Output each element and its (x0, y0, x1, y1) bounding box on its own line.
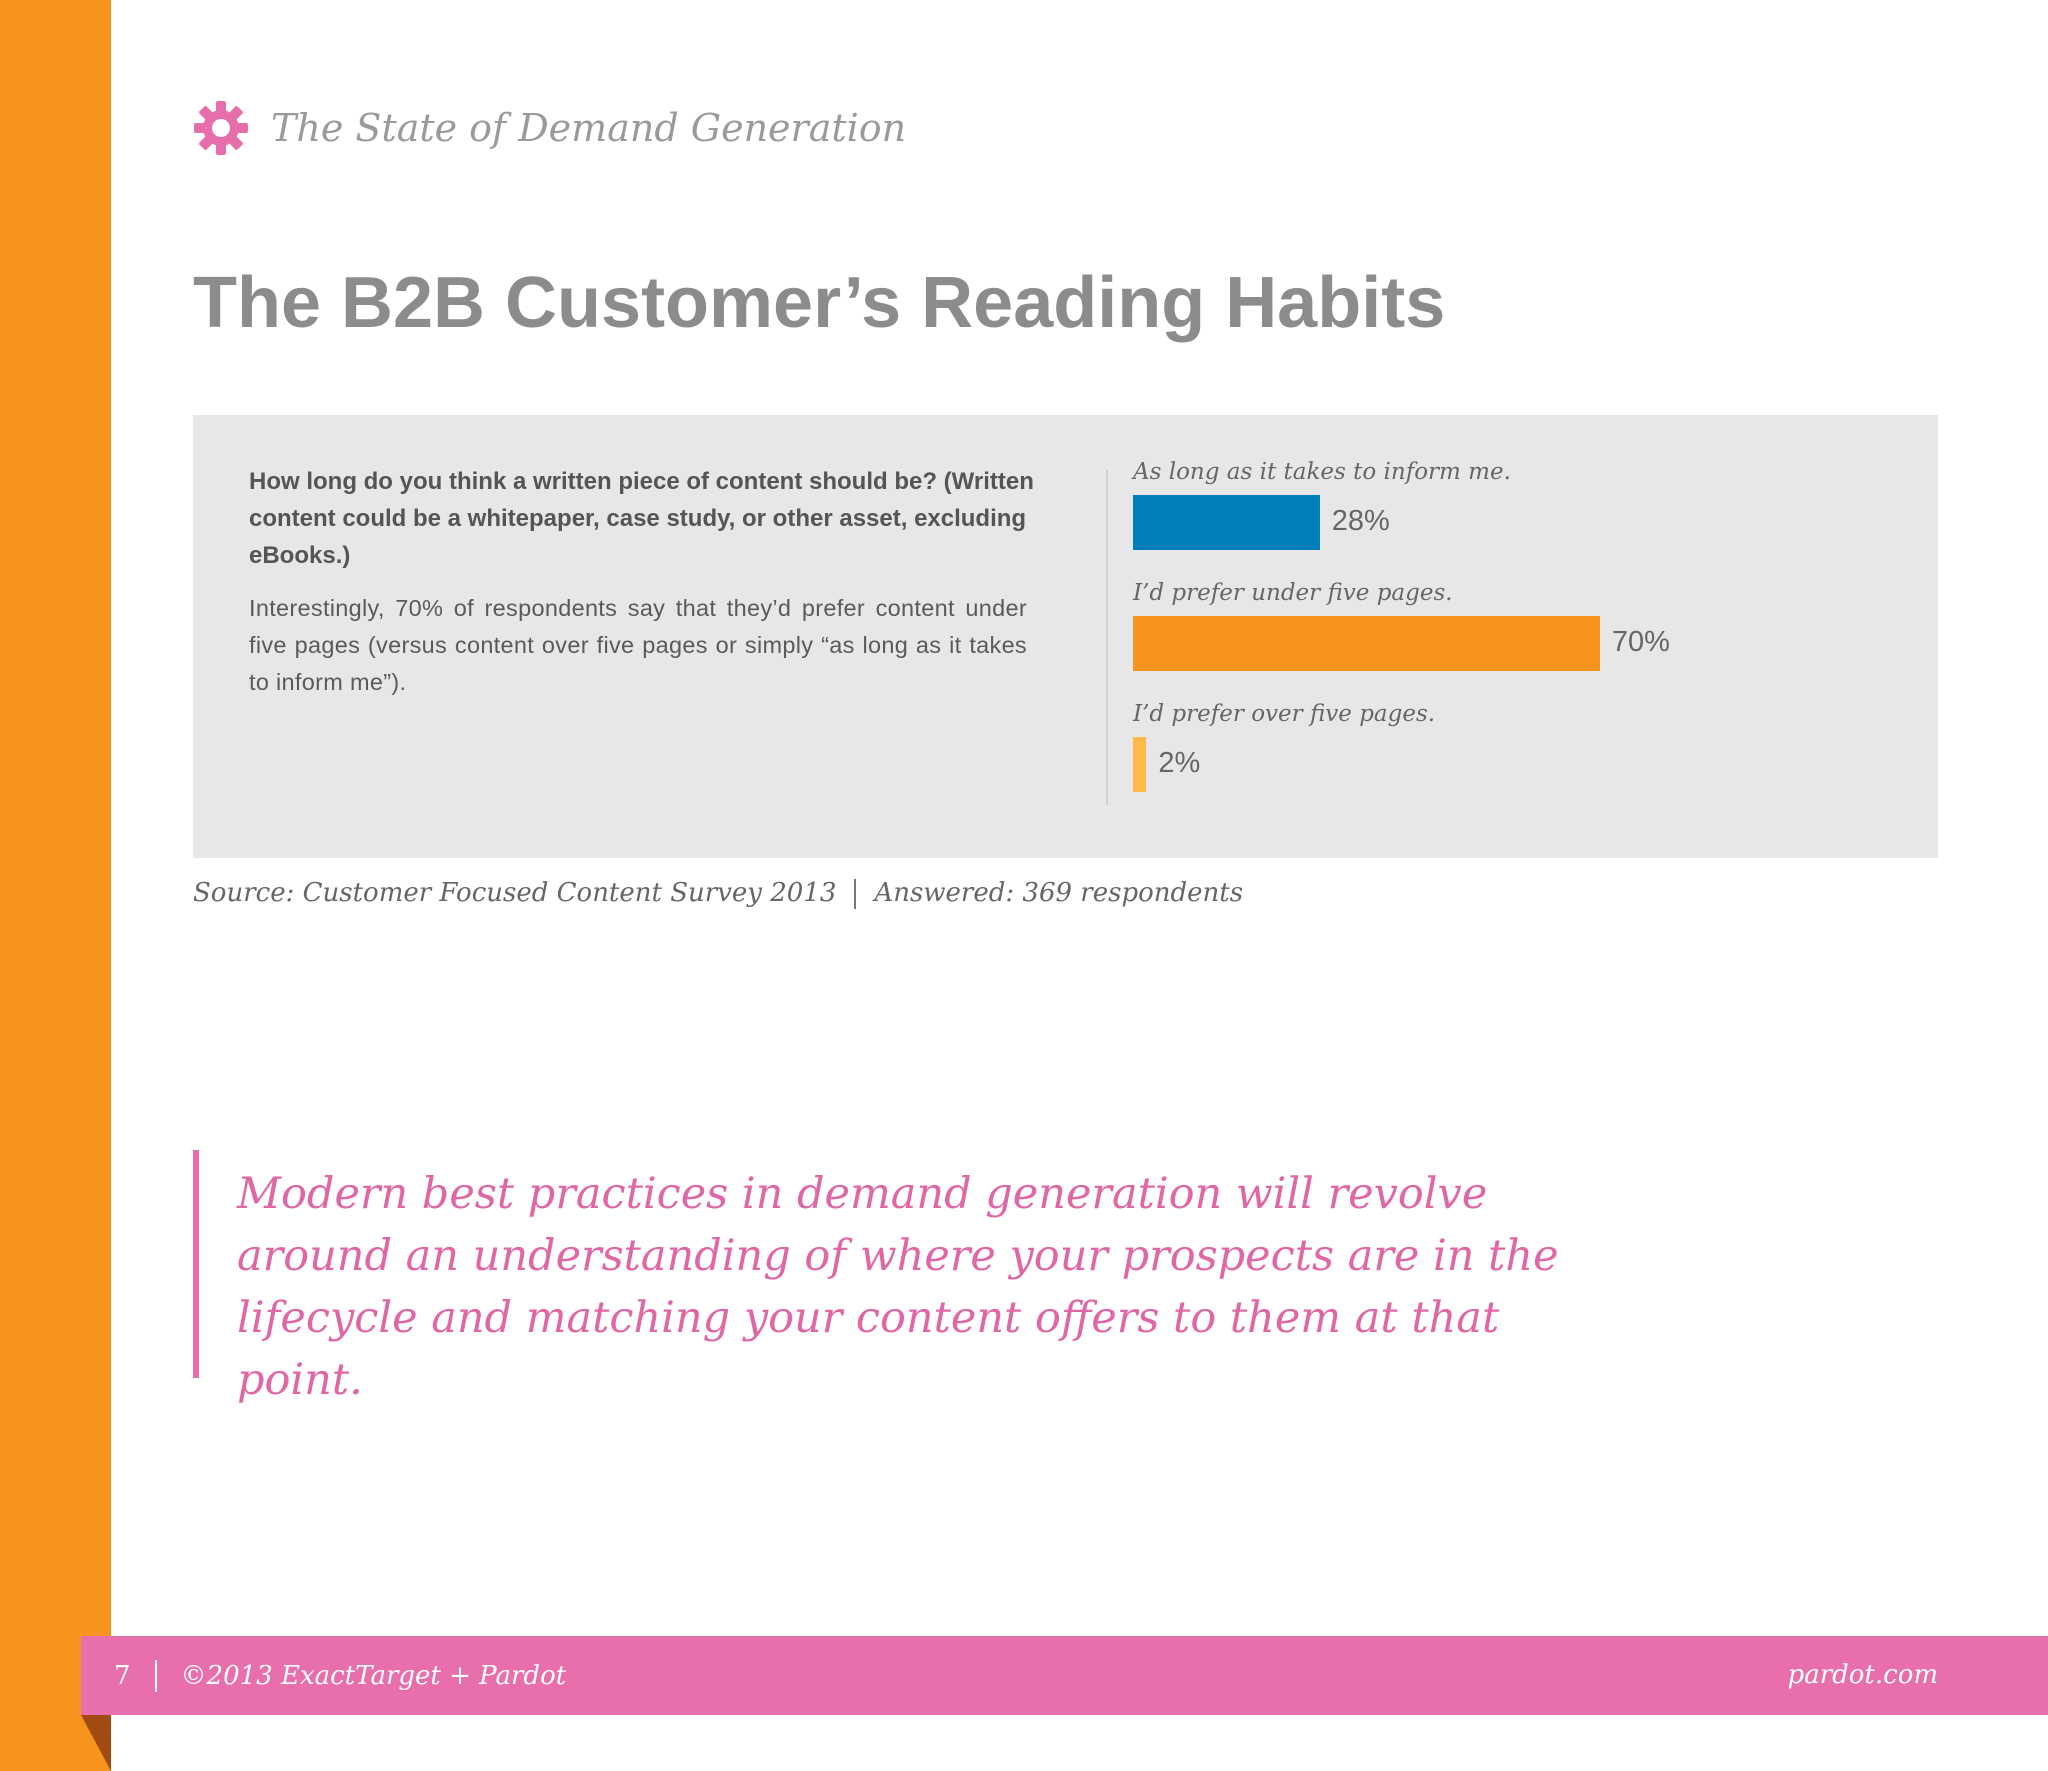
bar-label-3: I’d prefer over five pages. (1133, 701, 1436, 727)
bar-value-3: 2% (1158, 747, 1201, 779)
survey-blurb: Interestingly, 70% of respondents say th… (249, 595, 1027, 695)
gear-icon (194, 101, 248, 155)
copyright-text: ©2013 ExactTarget + Pardot (180, 1660, 567, 1691)
bar-1 (1133, 495, 1320, 550)
source-line: Source: Customer Focused Content Survey … (193, 878, 1243, 909)
website-link[interactable]: pardot.com (1787, 1660, 1938, 1690)
quote-accent-bar (193, 1150, 199, 1378)
bar-label-2: I’d prefer under five pages. (1133, 580, 1453, 606)
bar-chart: As long as it takes to inform me. 28% I’d … (1133, 459, 1913, 825)
respondents-text: Answered: 369 respondents (874, 878, 1244, 908)
page-fold-corner (81, 1715, 111, 1771)
survey-panel: How long do you think a written piece of… (193, 415, 1938, 858)
panel-divider (1106, 470, 1108, 805)
bar-3 (1133, 737, 1147, 792)
footer-separator (154, 1659, 157, 1692)
survey-question: How long do you think a written piece of… (249, 468, 1034, 569)
page-title: The B2B Customer’s Reading Habits (193, 263, 1446, 343)
footer-bar: 7 ©2013 ExactTarget + Pardot pardot.com (81, 1636, 2048, 1715)
bar-value-2: 70% (1611, 626, 1670, 658)
side-accent-band (0, 0, 111, 1771)
page-number: 7 (114, 1660, 131, 1691)
bar-value-1: 28% (1331, 505, 1390, 537)
document-header: The State of Demand Generation (193, 98, 906, 158)
pull-quote: Modern best practices in demand generati… (237, 1169, 1559, 1405)
footer-left: 7 ©2013 ExactTarget + Pardot (114, 1636, 566, 1715)
source-separator (854, 879, 857, 909)
header-title: The State of Demand Generation (271, 106, 907, 150)
source-text: Source: Customer Focused Content Survey … (193, 878, 837, 908)
bar-2 (1133, 616, 1600, 671)
bar-label-1: As long as it takes to inform me. (1133, 459, 1511, 485)
